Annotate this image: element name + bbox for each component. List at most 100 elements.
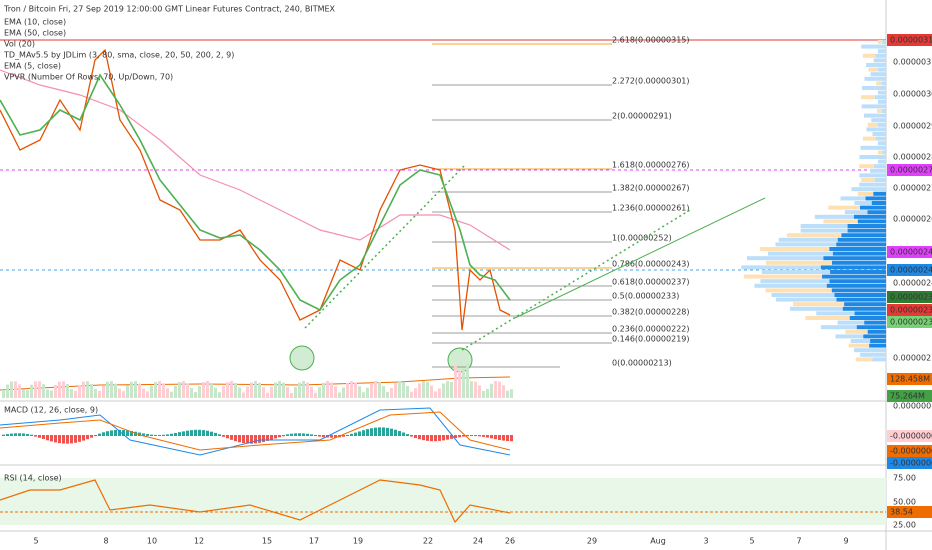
- vp-bar: [867, 329, 886, 334]
- vp-bar: [871, 348, 886, 353]
- vp-bar: [865, 196, 886, 201]
- vp-bar: [760, 247, 830, 251]
- time-tick-label: 26: [505, 537, 515, 546]
- volume-bar: [294, 387, 297, 398]
- volume-bar: [346, 382, 349, 398]
- macd-bar: [6, 434, 9, 436]
- macd-bar: [130, 430, 133, 436]
- vp-bar: [875, 53, 886, 58]
- volume-bar: [366, 387, 369, 398]
- fib-label: 0.5(0.00000233): [612, 292, 679, 301]
- macd-bar: [166, 434, 169, 436]
- vp-bar: [866, 63, 878, 67]
- price-tag: [887, 246, 932, 258]
- macd-bar: [342, 435, 345, 437]
- macd-bar: [54, 435, 57, 443]
- vp-bar: [874, 352, 886, 357]
- price-tag-label: 75.264M: [890, 392, 925, 401]
- macd-bar: [94, 435, 97, 437]
- time-tick-label: 15: [262, 537, 272, 546]
- price-tag-label: 38.54: [890, 508, 913, 517]
- vp-bar: [859, 182, 874, 187]
- macd-bar: [430, 435, 433, 442]
- fib-label: 0.786(0.00000243): [612, 260, 690, 269]
- macd-bar: [486, 435, 489, 438]
- vp-bar: [863, 334, 886, 339]
- fib-label: 0.382(0.00000228): [612, 308, 690, 317]
- volume-bar: [430, 385, 433, 398]
- macd-bar: [246, 435, 249, 444]
- price-tick-label: 0.00000260: [893, 215, 932, 224]
- volume-bar: [418, 383, 421, 398]
- volume-bar: [14, 381, 17, 398]
- vp-bar: [832, 260, 886, 265]
- macd-bar: [374, 427, 377, 436]
- macd-bar: [214, 432, 217, 436]
- volume-bar: [178, 382, 181, 398]
- macd-bar: [226, 435, 229, 439]
- vp-bar: [771, 293, 835, 297]
- macd-bar: [42, 435, 45, 440]
- macd-bar: [162, 434, 165, 436]
- macd-bar: [310, 434, 313, 436]
- rsi-band: [0, 478, 886, 525]
- vp-bar: [876, 76, 886, 81]
- vp-bar: [870, 72, 880, 77]
- fib-label: 0.146(0.00000219): [612, 335, 690, 344]
- vp-bar: [881, 109, 886, 113]
- volume-bar: [502, 385, 505, 398]
- vp-bar: [851, 187, 871, 192]
- time-tick-label: 29: [587, 537, 597, 546]
- macd-bar: [26, 433, 29, 436]
- vp-bar: [765, 288, 832, 293]
- volume-bar: [198, 386, 201, 398]
- vp-bar: [820, 325, 857, 330]
- time-tick-label: 17: [309, 537, 319, 546]
- vp-bar: [874, 145, 886, 150]
- vp-bar: [857, 191, 874, 196]
- macd-bar: [306, 433, 309, 436]
- vp-bar: [792, 302, 845, 307]
- macd-bar: [142, 433, 145, 436]
- volume-bar: [166, 388, 169, 398]
- macd-bar: [458, 435, 461, 438]
- vp-bar: [859, 164, 874, 169]
- fibonacci: 2.618(0.00000315) 2.272(0.00000301) 2(0.00…: [432, 36, 690, 368]
- time-tick-label: 12: [194, 537, 204, 546]
- vp-bar: [837, 320, 865, 325]
- vp-bar: [842, 306, 886, 311]
- price-tag: [887, 373, 932, 385]
- volume-bar: [66, 384, 69, 398]
- volume-bar: [234, 382, 237, 398]
- vp-bar: [860, 95, 875, 100]
- vp-bar: [882, 90, 886, 95]
- price-tag-label: -0.00000006: [890, 447, 932, 456]
- macd-bar: [442, 435, 445, 441]
- vp-bar: [837, 237, 886, 242]
- vp-bar: [856, 325, 886, 330]
- time-tick-label: 8: [103, 537, 108, 546]
- volume-bar: [394, 383, 397, 398]
- volume-bar: [506, 390, 509, 398]
- vp-bar: [882, 99, 886, 104]
- vp-bar: [834, 293, 886, 297]
- vp-bar: [861, 178, 875, 182]
- volume-bar: [298, 382, 301, 398]
- volume-bar: [442, 383, 445, 398]
- vp-bar: [873, 182, 886, 187]
- vp-bar: [876, 81, 882, 86]
- volume-bar: [54, 384, 57, 398]
- macd-bar: [502, 435, 505, 441]
- macd-bar: [450, 435, 453, 439]
- time-tick-label: 5: [33, 537, 38, 546]
- vp-bar: [877, 122, 886, 127]
- macd-bar: [190, 430, 193, 436]
- volume-bar: [358, 386, 361, 398]
- vp-bar: [867, 122, 878, 127]
- vp-bar: [840, 196, 866, 201]
- volume-bar: [74, 390, 77, 398]
- volume-bar: [6, 384, 9, 398]
- macd-bar: [466, 435, 469, 437]
- vp-bar: [861, 44, 875, 49]
- volume-bar: [78, 385, 81, 398]
